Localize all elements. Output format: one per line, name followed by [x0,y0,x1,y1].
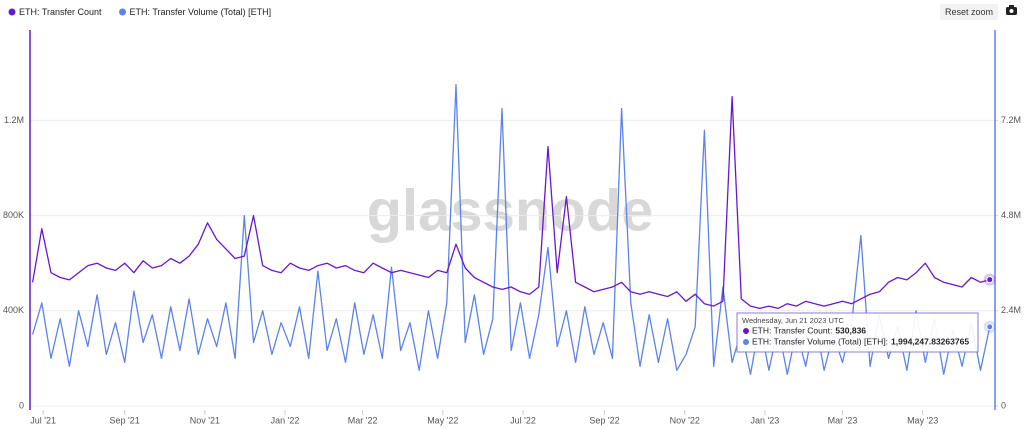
x-tick-label: Jan '22 [271,415,300,425]
hover-point [986,276,994,284]
y2-tick-label: 0 [1001,400,1006,410]
y2-tick-label: 4.8M [1001,210,1021,220]
tooltip-box [736,312,979,353]
tooltip-row: ETH: Transfer Count: 530,836 [752,326,866,336]
x-tick-label: Sep '21 [110,415,140,425]
tooltip-label: ETH: Transfer Volume (Total) [ETH]: [752,337,888,347]
grid [30,119,995,407]
tooltip-dot [743,339,749,345]
y-tick-label: 1.2M [4,115,24,125]
y-tick-label: 0 [19,400,24,410]
x-tick-label: Sep '22 [589,415,619,425]
x-tick-label: Mar '23 [828,415,858,425]
legend-dot [8,8,16,16]
legend-label: ETH: Transfer Volume (Total) [ETH] [130,7,272,17]
x-tick-label: May '22 [427,415,458,425]
y-tick-label: 400K [3,305,24,315]
camera-lens[interactable] [1009,9,1014,13]
button-bg[interactable] [940,4,998,20]
y-tick-label: 800K [3,210,24,220]
tooltip-date: Wednesday, Jun 21 2023 UTC [742,316,844,325]
button-label[interactable]: Reset zoom [945,7,993,17]
legend-dot [119,8,127,16]
tooltip-label: ETH: Transfer Count: [752,326,832,336]
x-tick-label: May '23 [907,415,938,425]
tooltip-value: 530,836 [835,326,866,336]
hover-point [986,323,994,331]
tooltip-row: ETH: Transfer Volume (Total) [ETH]: 1,994… [752,337,969,347]
camera-icon[interactable] [1006,5,1017,15]
legend-label: ETH: Transfer Count [19,7,102,17]
x-tick-label: Mar '22 [348,415,378,425]
x-tick-label: Jul '22 [510,415,536,425]
camera-top[interactable] [1009,5,1014,8]
reset-zoom-button[interactable]: Reset zoom [940,4,998,20]
x-tick-label: Jan '23 [751,415,780,425]
y2-tick-label: 7.2M [1001,115,1021,125]
x-tick-label: Jul '21 [30,415,56,425]
watermark: glassnode [367,178,654,243]
tooltip-value: 1,994,247.83263765 [891,337,969,347]
series-line [31,95,990,310]
y2-tick-label: 2.4M [1001,305,1021,315]
tooltip-dot [743,328,749,334]
x-tick-label: Nov '21 [190,415,220,425]
x-tick-label: Nov '22 [670,415,700,425]
